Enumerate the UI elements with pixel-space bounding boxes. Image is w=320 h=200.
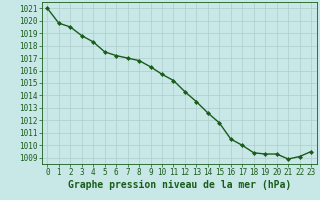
X-axis label: Graphe pression niveau de la mer (hPa): Graphe pression niveau de la mer (hPa) (68, 180, 291, 190)
